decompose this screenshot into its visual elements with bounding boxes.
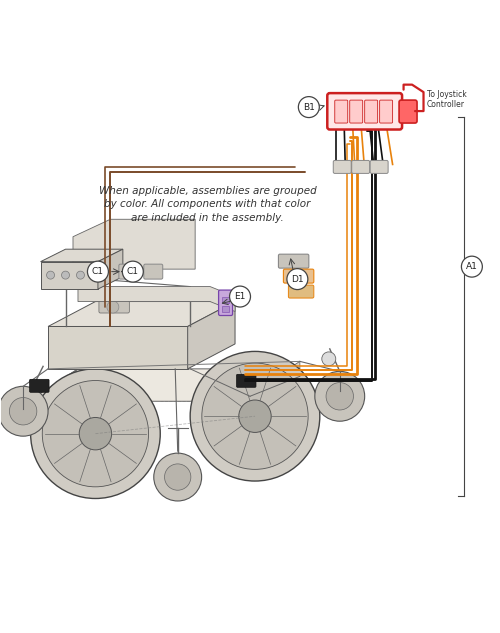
Text: To Joystick
Controller: To Joystick Controller [427, 90, 467, 109]
Bar [222, 296, 229, 303]
Polygon shape [48, 327, 188, 369]
Circle shape [30, 369, 160, 499]
Circle shape [190, 351, 320, 481]
Text: A1: A1 [466, 262, 478, 271]
Polygon shape [18, 369, 78, 411]
Text: C1: C1 [92, 267, 104, 276]
FancyBboxPatch shape [350, 100, 362, 123]
Circle shape [79, 418, 112, 450]
Circle shape [154, 453, 202, 501]
Polygon shape [250, 361, 300, 401]
FancyBboxPatch shape [328, 93, 402, 130]
FancyBboxPatch shape [352, 160, 370, 173]
FancyBboxPatch shape [364, 100, 378, 123]
Text: D1: D1 [291, 275, 304, 284]
FancyBboxPatch shape [399, 100, 417, 123]
FancyBboxPatch shape [370, 160, 388, 173]
Circle shape [42, 380, 148, 487]
Text: C1: C1 [127, 267, 139, 276]
FancyBboxPatch shape [119, 264, 138, 279]
Circle shape [164, 464, 191, 490]
FancyBboxPatch shape [335, 100, 347, 123]
FancyBboxPatch shape [288, 285, 314, 298]
Circle shape [230, 286, 250, 307]
Circle shape [202, 363, 308, 470]
Circle shape [62, 271, 70, 279]
FancyBboxPatch shape [380, 100, 392, 123]
Polygon shape [48, 301, 235, 327]
Polygon shape [98, 249, 123, 289]
Circle shape [287, 268, 308, 289]
Polygon shape [73, 219, 195, 287]
Bar [222, 306, 229, 311]
Circle shape [322, 352, 336, 366]
Circle shape [0, 386, 48, 436]
Circle shape [10, 398, 37, 425]
Polygon shape [78, 287, 235, 311]
Text: When applicable, assemblies are grouped
by color. All components with that color: When applicable, assemblies are grouped … [98, 186, 316, 223]
FancyBboxPatch shape [278, 254, 309, 268]
Polygon shape [28, 369, 300, 401]
Polygon shape [40, 261, 98, 289]
Circle shape [46, 271, 54, 279]
FancyBboxPatch shape [334, 160, 351, 173]
Circle shape [298, 97, 320, 118]
Polygon shape [40, 249, 123, 261]
Polygon shape [188, 301, 235, 369]
Circle shape [107, 301, 119, 313]
FancyBboxPatch shape [144, 264, 163, 279]
FancyBboxPatch shape [218, 290, 232, 315]
FancyBboxPatch shape [284, 269, 314, 283]
FancyBboxPatch shape [30, 379, 49, 392]
FancyBboxPatch shape [236, 374, 256, 387]
Circle shape [462, 256, 482, 277]
Circle shape [315, 372, 364, 421]
Circle shape [326, 382, 353, 410]
Circle shape [239, 400, 271, 432]
Text: B1: B1 [303, 103, 315, 111]
Circle shape [122, 261, 144, 282]
Circle shape [76, 271, 84, 279]
FancyBboxPatch shape [99, 301, 130, 313]
Text: E1: E1 [234, 292, 246, 301]
Circle shape [88, 261, 108, 282]
